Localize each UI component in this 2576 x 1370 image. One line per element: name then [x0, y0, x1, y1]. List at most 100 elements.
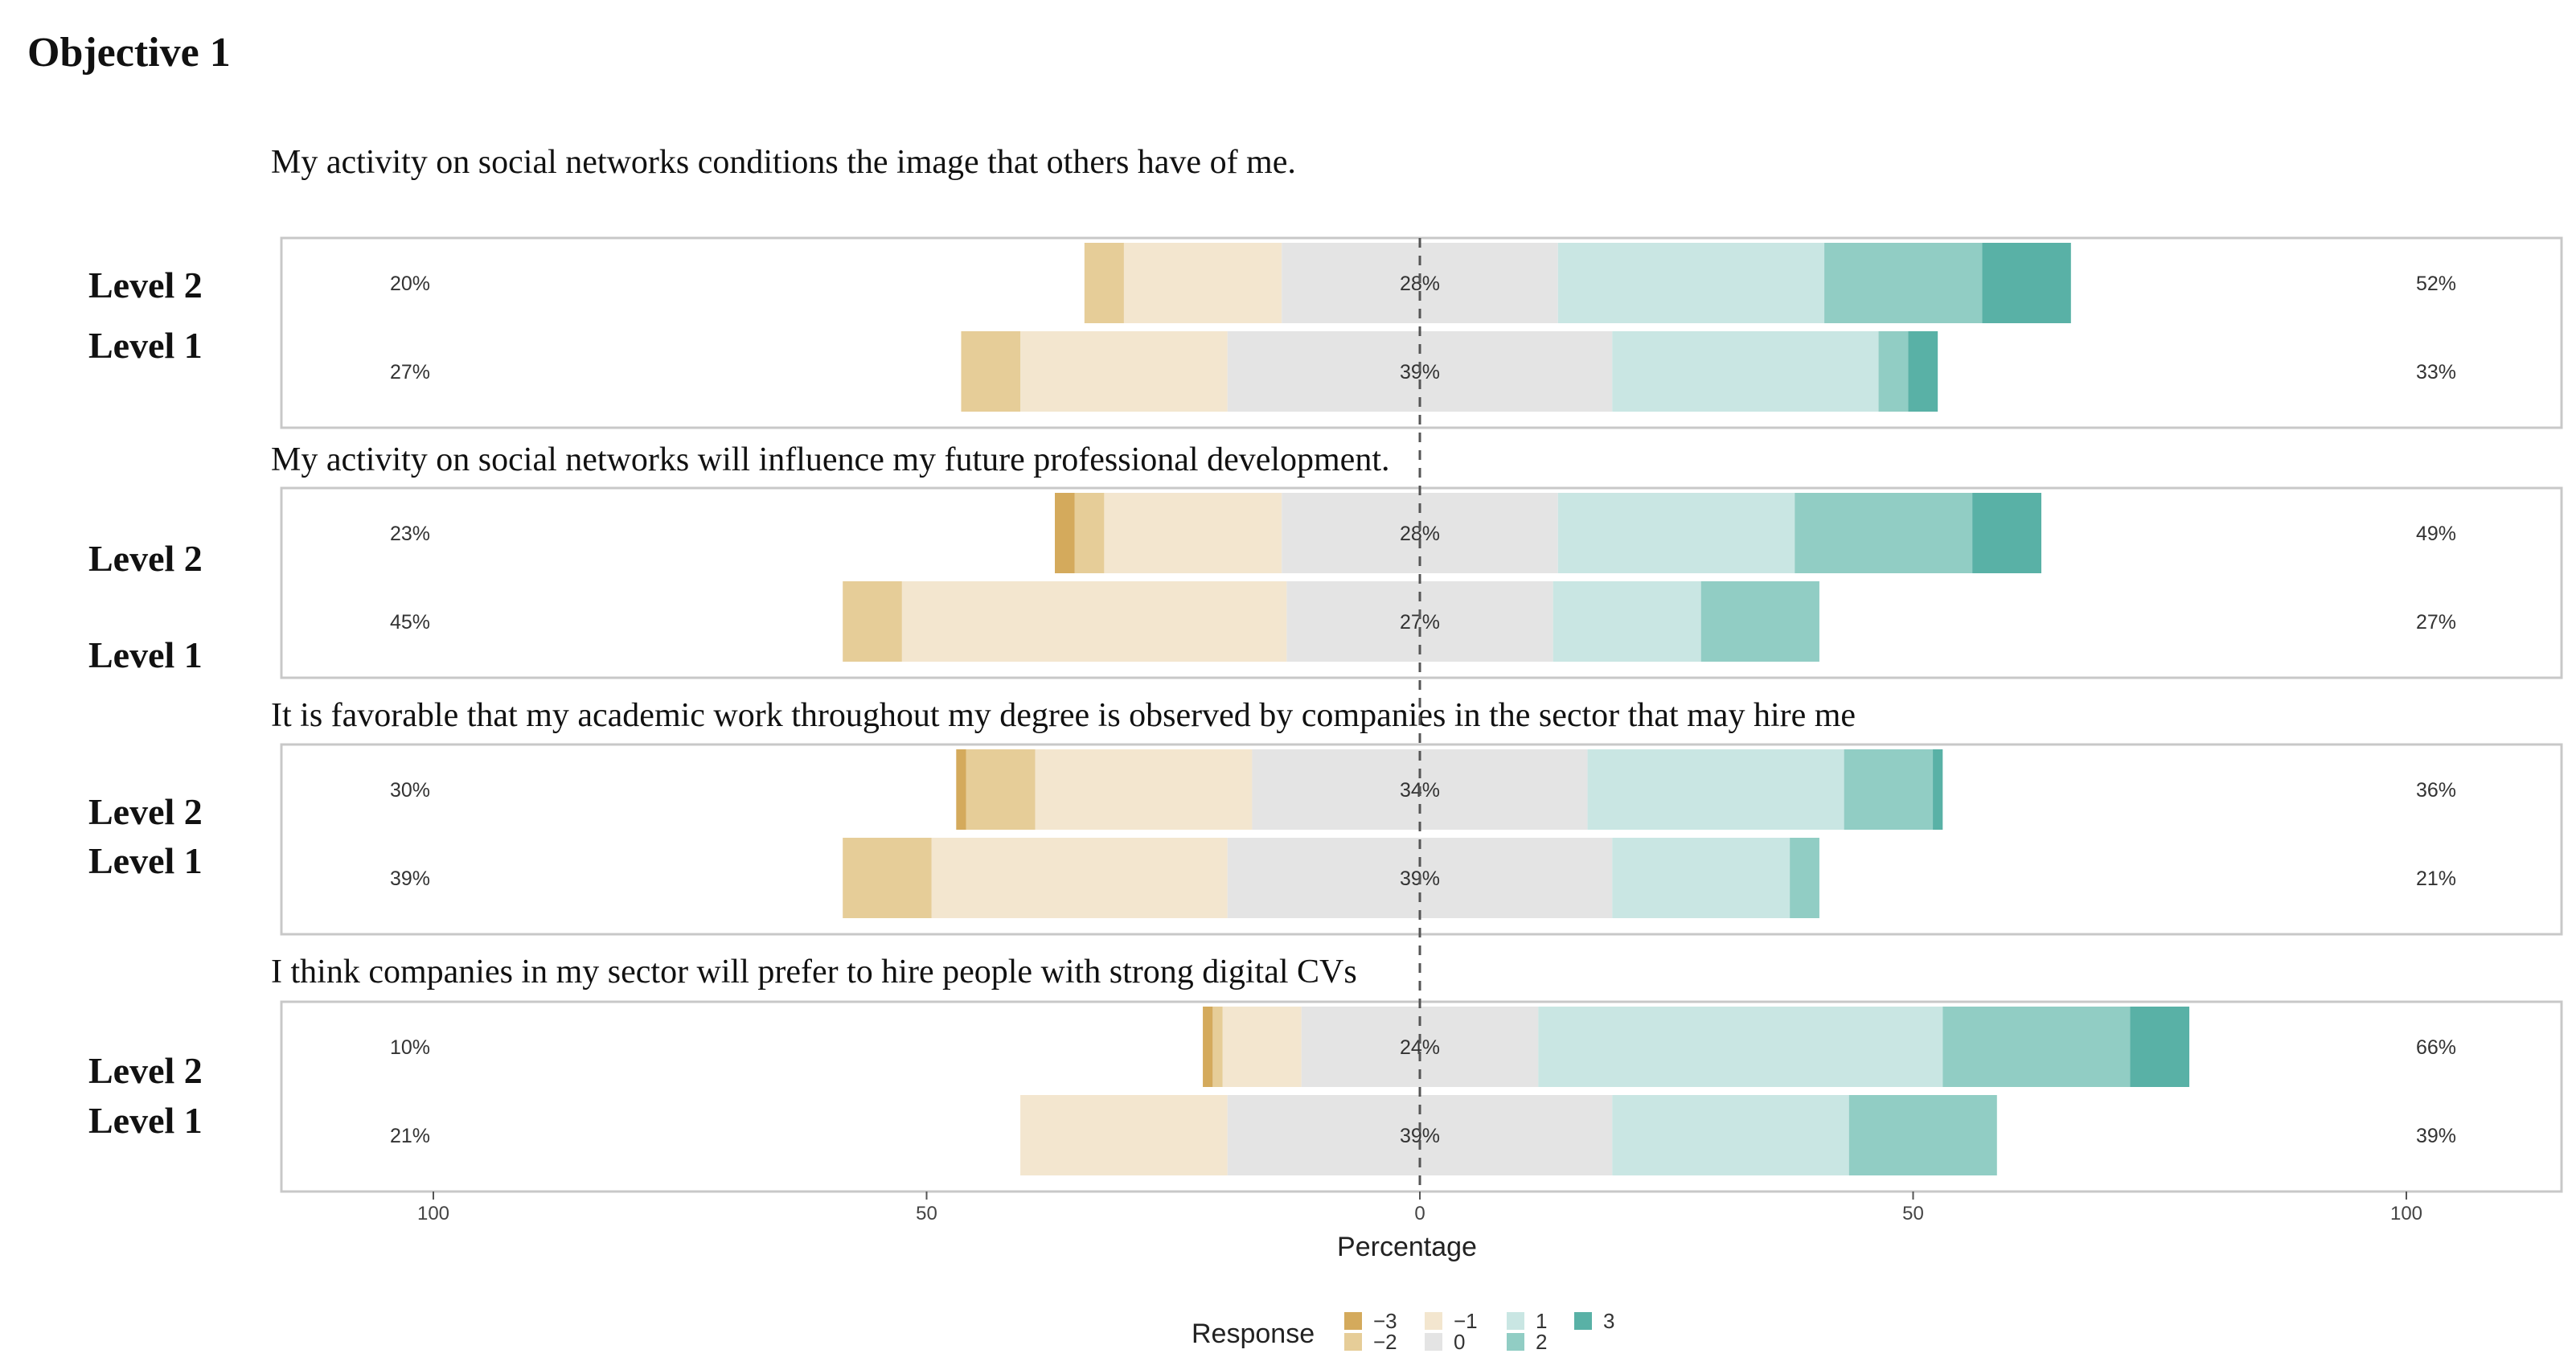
x-tick-label: 100	[2390, 1203, 2422, 1224]
bar-segment-response-2	[1824, 243, 1983, 323]
legend-item-3: 3	[1574, 1309, 1614, 1333]
bar-segment-response-1	[1557, 243, 1825, 323]
legend-item-neg1: −1	[1425, 1309, 1478, 1333]
legend-label: −1	[1454, 1309, 1478, 1333]
legend-item-2: 2	[1507, 1330, 1547, 1354]
bar-segment-response-1	[1553, 581, 1701, 662]
positive-percent-label: 36%	[2416, 779, 2456, 802]
bar-segment-response-neg2	[843, 581, 902, 662]
legend-label: −2	[1373, 1330, 1397, 1354]
bar-segment-response-3	[1908, 331, 1938, 412]
panel-3: It is favorable that my academic work th…	[88, 697, 2563, 936]
panel-2: My activity on social networks will infl…	[88, 441, 2563, 679]
negative-percent-label: 30%	[390, 779, 430, 802]
level-label-level-2: Level 2	[88, 791, 203, 832]
negative-percent-label: 20%	[390, 273, 430, 295]
bar-row-level-2: 10% 24% 66%	[390, 1007, 2456, 1087]
panel-question: It is favorable that my academic work th…	[271, 697, 1856, 734]
bar-segment-response-1	[1612, 331, 1879, 412]
legend-swatch	[1425, 1333, 1442, 1351]
x-tick-label: 50	[916, 1203, 937, 1224]
bar-segment-response-1	[1612, 838, 1790, 918]
chart-heading: Objective 1	[27, 30, 231, 76]
level-label-level-2: Level 2	[88, 265, 203, 306]
bar-segment-response-1	[1538, 1007, 1943, 1087]
bar-segment-response-3	[1982, 243, 2071, 323]
bar-segment-response-neg3	[1203, 1007, 1213, 1087]
bar-segment-response-neg1	[1222, 1007, 1302, 1087]
legend-item-1: 1	[1507, 1309, 1547, 1333]
bar-row-level-1: 39% 39% 21%	[390, 838, 2456, 918]
level-label-level-2: Level 2	[88, 1050, 203, 1091]
bar-segment-response-neg2	[1212, 1007, 1223, 1087]
x-tick-label: 50	[1902, 1203, 1924, 1224]
level-label-level-1: Level 1	[88, 840, 203, 881]
bar-segment-response-neg1	[1020, 1095, 1228, 1175]
positive-percent-label: 49%	[2416, 523, 2456, 545]
legend-swatch	[1425, 1312, 1442, 1330]
positive-percent-label: 27%	[2416, 611, 2456, 634]
bar-segment-response-2	[1878, 331, 1909, 412]
legend-swatch	[1507, 1312, 1524, 1330]
bar-segment-response-neg1	[931, 838, 1228, 918]
level-label-level-1: Level 1	[88, 634, 203, 675]
bar-segment-response-neg2	[843, 838, 932, 918]
negative-percent-label: 45%	[390, 611, 430, 634]
legend-swatch	[1344, 1312, 1362, 1330]
bar-segment-response-3	[1972, 493, 2042, 573]
panel-question: My activity on social networks will infl…	[271, 441, 1390, 478]
bar-segment-response-neg1	[1123, 243, 1282, 323]
positive-percent-label: 66%	[2416, 1036, 2456, 1059]
bar-segment-response-1	[1612, 1095, 1849, 1175]
bar-row-level-1: 21% 39% 39%	[390, 1095, 2456, 1175]
bar-segment-response-2	[1942, 1007, 2131, 1087]
legend-label: 0	[1454, 1330, 1465, 1354]
negative-percent-label: 39%	[390, 868, 430, 890]
bar-segment-response-neg1	[1035, 749, 1253, 830]
x-axis-label: Percentage	[1337, 1232, 1477, 1262]
bar-segment-response-neg2	[961, 331, 1021, 412]
bar-segment-response-1	[1557, 493, 1795, 573]
bar-segment-response-2	[1795, 493, 1973, 573]
bar-segment-response-1	[1587, 749, 1844, 830]
bar-segment-response-3	[2130, 1007, 2190, 1087]
legend-title: Response	[1192, 1319, 1315, 1349]
x-tick-label: 100	[417, 1203, 449, 1224]
bar-row-level-2: 20% 28% 52%	[390, 243, 2456, 323]
positive-percent-label: 33%	[2416, 361, 2456, 384]
panel-4: I think companies in my sector will pref…	[88, 954, 2563, 1193]
bar-segment-response-neg2	[1074, 493, 1105, 573]
bar-row-level-2: 30% 34% 36%	[390, 749, 2456, 830]
bar-segment-response-2	[1848, 1095, 1997, 1175]
negative-percent-label: 23%	[390, 523, 430, 545]
legend-swatch	[1344, 1333, 1362, 1351]
panel-1: My activity on social networks condition…	[88, 144, 2563, 429]
positive-percent-label: 52%	[2416, 273, 2456, 295]
bar-segment-response-neg2	[966, 749, 1036, 830]
negative-percent-label: 27%	[390, 361, 430, 384]
bar-segment-response-neg1	[1104, 493, 1282, 573]
legend-label: 1	[1536, 1309, 1547, 1333]
bar-segment-response-2	[1844, 749, 1934, 830]
legend-label: −3	[1373, 1309, 1397, 1333]
x-axis: 100 50 0 50 100	[417, 1192, 2422, 1224]
level-label-level-1: Level 1	[88, 1100, 203, 1141]
bar-segment-response-neg3	[1055, 493, 1075, 573]
negative-percent-label: 10%	[390, 1036, 430, 1059]
bar-segment-response-2	[1790, 838, 1819, 918]
legend-item-neg3: −3	[1344, 1309, 1397, 1333]
bar-segment-response-neg2	[1084, 243, 1124, 323]
bar-segment-response-neg1	[1020, 331, 1228, 412]
chart-panels: My activity on social networks condition…	[88, 144, 2563, 1193]
bar-segment-response-neg3	[956, 749, 966, 830]
legend-label: 3	[1603, 1309, 1614, 1333]
legend-swatch	[1507, 1333, 1524, 1351]
legend-item-0: 0	[1425, 1330, 1465, 1354]
positive-percent-label: 21%	[2416, 868, 2456, 890]
legend: Response −3−2 −10 12 3	[1192, 1309, 1614, 1354]
bar-segment-response-neg1	[901, 581, 1287, 662]
level-label-level-1: Level 1	[88, 325, 203, 366]
panel-question: My activity on social networks condition…	[271, 144, 1296, 181]
legend-swatch	[1574, 1312, 1592, 1330]
